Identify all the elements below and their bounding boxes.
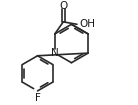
Text: O: O xyxy=(59,1,67,11)
Text: OH: OH xyxy=(79,19,95,29)
Text: N: N xyxy=(51,48,59,58)
Text: F: F xyxy=(35,93,40,103)
